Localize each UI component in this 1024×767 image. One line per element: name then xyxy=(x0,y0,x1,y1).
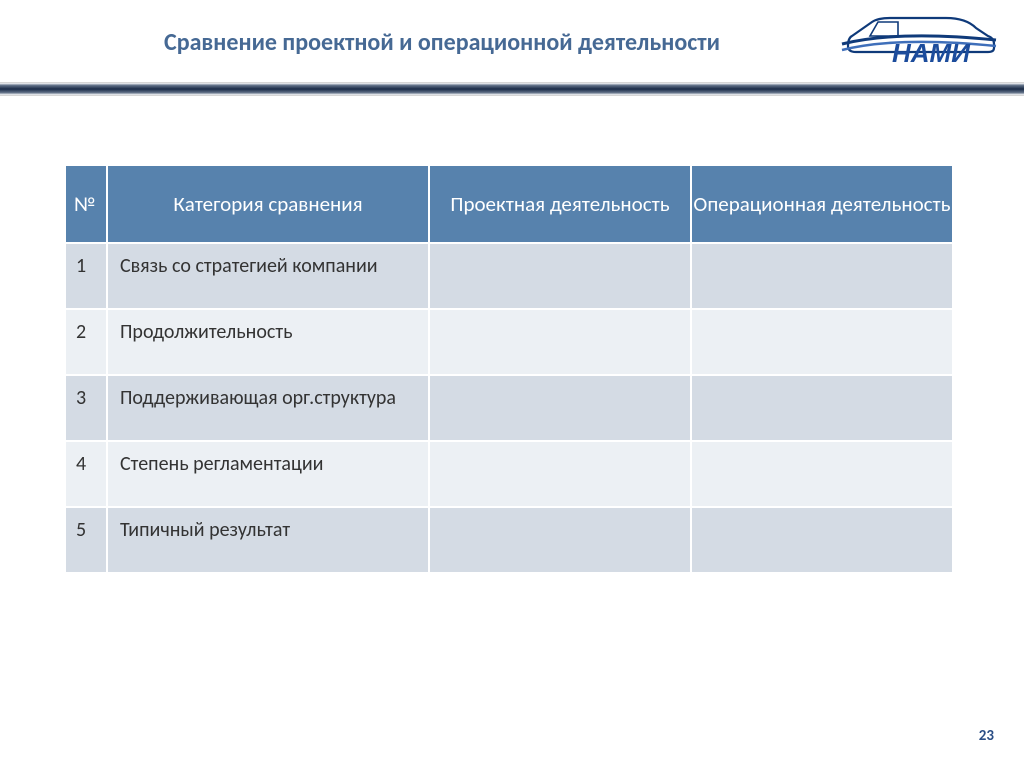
cell-num: 2 xyxy=(65,309,107,375)
cell-oper xyxy=(691,309,953,375)
cell-oper xyxy=(691,441,953,507)
cell-project xyxy=(429,441,691,507)
cell-project xyxy=(429,309,691,375)
cell-oper xyxy=(691,243,953,309)
slide: Сравнение проектной и операционной деяте… xyxy=(0,0,1024,767)
table-row: 1 Связь со стратегией компании xyxy=(65,243,953,309)
col-header-project: Проектная деятельность xyxy=(429,165,691,243)
cell-project xyxy=(429,243,691,309)
cell-category: Продолжительность xyxy=(107,309,429,375)
cell-num: 4 xyxy=(65,441,107,507)
comparison-table: № Категория сравнения Проектная деятельн… xyxy=(64,164,954,574)
cell-category: Степень регламентации xyxy=(107,441,429,507)
cell-num: 1 xyxy=(65,243,107,309)
cell-category: Поддерживающая орг.структура xyxy=(107,375,429,441)
logo: НАМИ xyxy=(838,10,998,72)
header-divider xyxy=(0,82,1024,96)
cell-oper xyxy=(691,507,953,573)
col-header-oper: Операционная деятельность xyxy=(691,165,953,243)
cell-category: Связь со стратегией компании xyxy=(107,243,429,309)
cell-num: 3 xyxy=(65,375,107,441)
table-row: 3 Поддерживающая орг.структура xyxy=(65,375,953,441)
cell-oper xyxy=(691,375,953,441)
logo-svg: НАМИ xyxy=(838,10,998,72)
table-row: 4 Степень регламентации xyxy=(65,441,953,507)
col-header-number: № xyxy=(65,165,107,243)
page-number: 23 xyxy=(979,727,994,745)
table-row: 5 Типичный результат xyxy=(65,507,953,573)
cell-project xyxy=(429,375,691,441)
table-row: 2 Продолжительность xyxy=(65,309,953,375)
table-header-row: № Категория сравнения Проектная деятельн… xyxy=(65,165,953,243)
col-header-category: Категория сравнения xyxy=(107,165,429,243)
cell-category: Типичный результат xyxy=(107,507,429,573)
cell-num: 5 xyxy=(65,507,107,573)
cell-project xyxy=(429,507,691,573)
logo-text: НАМИ xyxy=(892,38,971,68)
